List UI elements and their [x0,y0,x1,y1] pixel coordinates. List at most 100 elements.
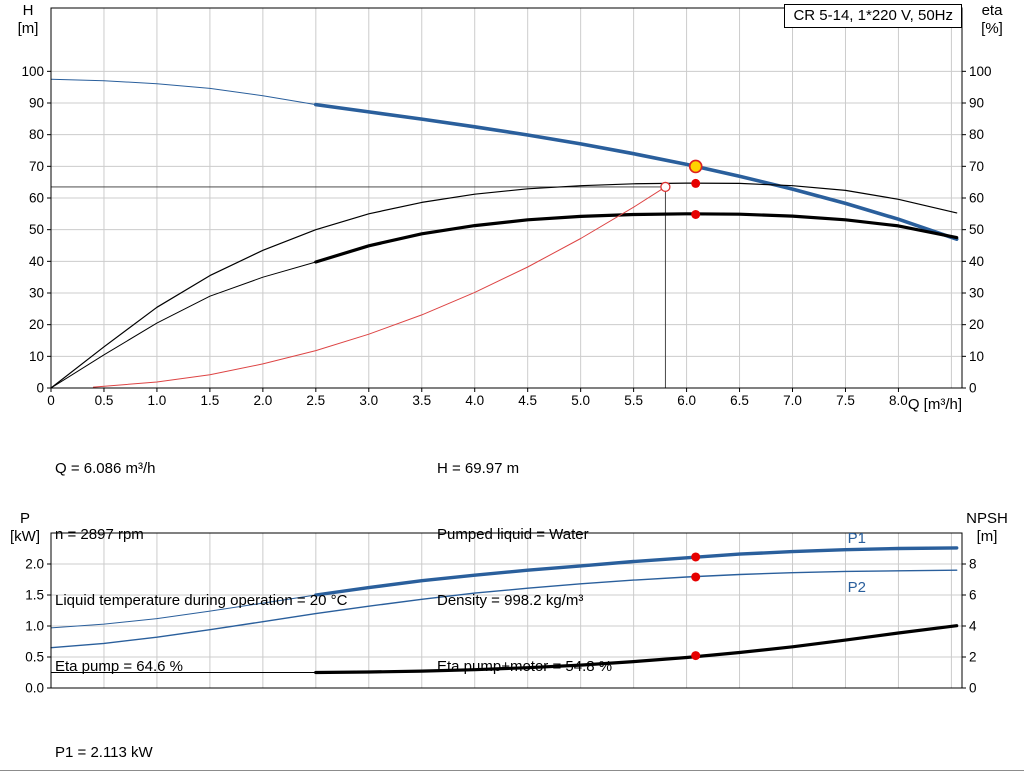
pump-title-box: CR 5-14, 1*220 V, 50Hz [784,4,962,28]
series-label-P1: P1 [848,530,866,547]
h-axis-unit: [m] [17,20,39,37]
svg-text:2: 2 [969,650,977,665]
qh-performance-chart: 0 10 20 30 40 50 60 70 80 90 100 0 10 20 30 40 50 60 70 80 9… [21,7,992,408]
p1-marker [691,552,701,562]
svg-text:80: 80 [969,127,984,142]
svg-text:7.0: 7.0 [783,393,802,408]
svg-text:30: 30 [29,286,44,301]
info-line-eta-pump: Eta pump = 64.6 % [55,658,183,675]
series-power-P2 [50,569,958,649]
svg-text:0: 0 [36,381,44,396]
npsh-axis-title: NPSH [m] [956,510,1018,546]
svg-text:0: 0 [969,681,977,696]
series-power-P1 [50,546,959,629]
svg-text:0: 0 [969,381,977,396]
info-line-head: H = 69.97 m [437,460,520,477]
svg-text:7.5: 7.5 [836,393,855,408]
svg-text:1.5: 1.5 [201,393,220,408]
svg-text:4: 4 [969,619,977,634]
svg-text:4.5: 4.5 [518,393,537,408]
npsh-marker [691,651,701,661]
svg-text:10: 10 [29,349,44,364]
svg-text:100: 100 [21,64,44,79]
info-line-q: Q = 6.086 m³/h [55,460,156,477]
svg-text:1.0: 1.0 [25,619,44,634]
svg-text:2.0: 2.0 [25,557,44,572]
info-line-p1: P1 = 2.113 kW [55,744,153,761]
svg-text:50: 50 [969,222,984,237]
svg-text:50: 50 [29,222,44,237]
svg-text:80: 80 [29,127,44,142]
svg-text:100: 100 [969,64,992,79]
p-axis-unit: [kW] [10,528,40,545]
operating-data-left: Q = 6.086 m³/h n = 2897 rpm Liquid tempe… [55,414,347,722]
bottom-divider [0,770,1024,771]
series-system-curve [92,186,666,388]
eta-axis-title: eta [%] [966,2,1018,38]
series-head-H [50,78,959,241]
duty-request-marker [660,181,671,193]
svg-text:6: 6 [969,588,977,603]
svg-text:1.5: 1.5 [25,588,44,603]
power-npsh-chart-grid [51,533,962,688]
svg-text:8: 8 [969,557,977,572]
qh-performance-chart-ticks: 0 10 20 30 40 50 60 70 80 90 100 0 10 20 30 40 50 60 70 80 9… [21,64,991,408]
npsh-axis-unit: [m] [976,528,998,545]
p-axis-symbol: P [19,510,30,527]
p2-marker [691,572,701,582]
eta-pump-marker [691,178,701,188]
svg-text:0.5: 0.5 [95,393,114,408]
info-line-speed: n = 2897 rpm [55,526,144,543]
svg-text:90: 90 [969,96,984,111]
svg-text:30: 30 [969,286,984,301]
q-axis-title: Q [m³/h] [907,396,962,413]
svg-text:40: 40 [969,254,984,269]
eta-pump-motor-marker [691,209,701,219]
svg-text:20: 20 [29,317,44,332]
svg-text:3.0: 3.0 [359,393,378,408]
power-npsh-chart-border [50,532,963,689]
series-label-P2: P2 [848,579,866,596]
h-axis-symbol: H [22,2,34,19]
svg-text:20: 20 [969,317,984,332]
npsh-axis-symbol: NPSH [966,510,1008,527]
p-axis-title: P [kW] [2,510,48,546]
svg-text:8.0: 8.0 [889,393,908,408]
operating-data-right: H = 69.97 m Pumped liquid = Water Densit… [437,414,612,722]
svg-text:5.5: 5.5 [624,393,643,408]
svg-text:10: 10 [969,349,984,364]
info-line-eta-pump-motor: Eta pump+motor = 54.8 % [437,658,613,675]
series-eta-pump [50,182,958,389]
power-npsh-data: P1 = 2.113 kW P2 = 1.791 kW NPSH = 2.09 … [55,698,160,781]
svg-text:2.0: 2.0 [253,393,272,408]
series-npsh [50,624,959,675]
eta-axis-unit: [%] [981,20,1003,37]
svg-text:0: 0 [47,393,55,408]
svg-text:70: 70 [969,159,984,174]
duty-point-marker [688,159,703,174]
info-line-liquid-temp: Liquid temperature during operation = 20… [55,592,348,609]
svg-text:70: 70 [29,159,44,174]
svg-text:3.5: 3.5 [412,393,431,408]
svg-text:0.5: 0.5 [25,650,44,665]
info-line-pumped-liquid: Pumped liquid = Water [437,526,589,543]
svg-text:60: 60 [29,191,44,206]
svg-text:40: 40 [29,254,44,269]
svg-text:60: 60 [969,191,984,206]
power-npsh-chart-ticks: 0.0 0.5 1.0 1.5 2.0 0 2 4 6 8 [25,557,977,696]
h-axis-title: H [m] [6,2,50,38]
svg-text:6.5: 6.5 [730,393,749,408]
svg-text:4.0: 4.0 [465,393,484,408]
info-line-density: Density = 998.2 kg/m³ [437,592,584,609]
svg-text:90: 90 [29,96,44,111]
eta-axis-symbol: eta [981,2,1003,19]
series-eta-pump-motor [50,212,959,389]
svg-text:6.0: 6.0 [677,393,696,408]
power-npsh-chart: 0.0 0.5 1.0 1.5 2.0 0 2 4 6 8 P1 P2 [25,530,977,696]
svg-text:0.0: 0.0 [25,681,44,696]
svg-text:1.0: 1.0 [148,393,167,408]
svg-text:2.5: 2.5 [306,393,325,408]
svg-text:5.0: 5.0 [571,393,590,408]
